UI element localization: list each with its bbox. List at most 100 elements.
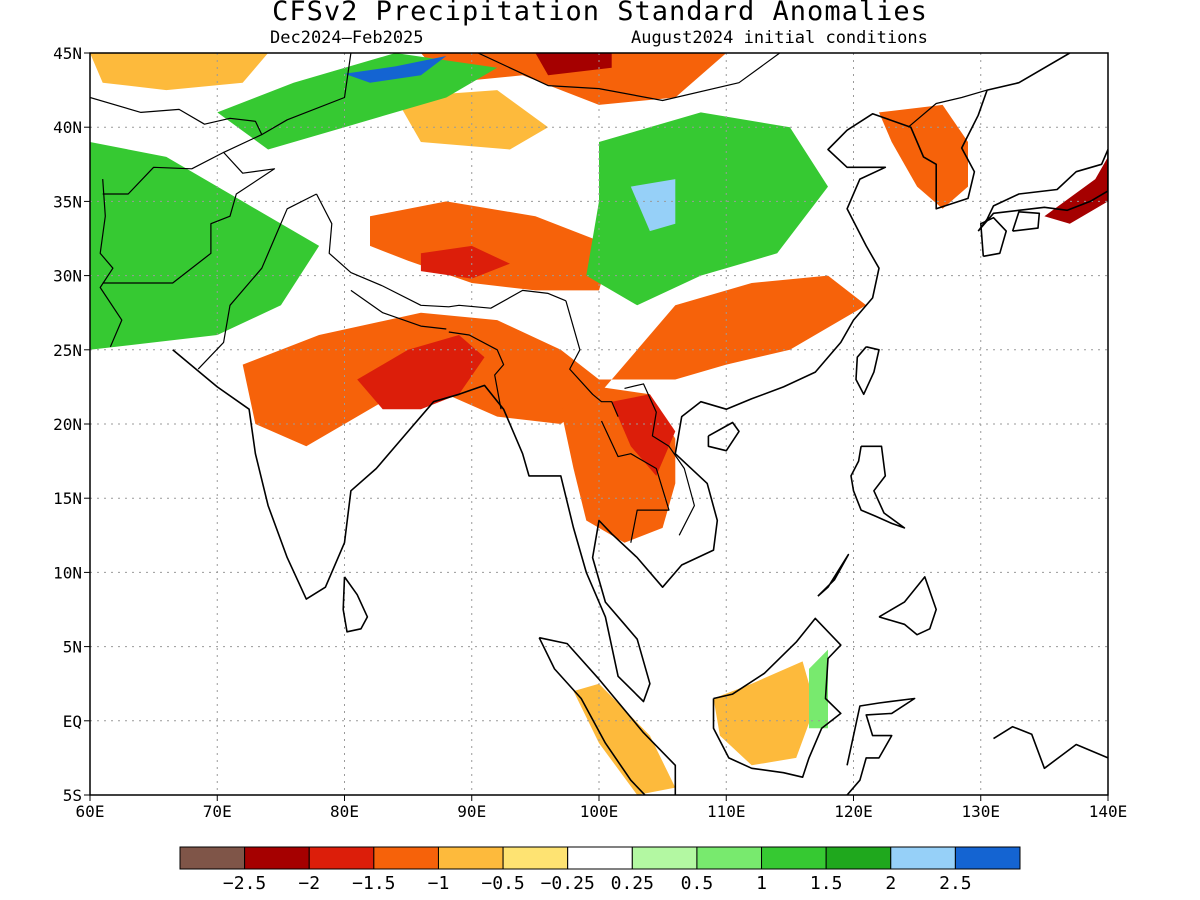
colorbar: −2.5 −2 −1.5 −1 −0.5 −0.25 0.25 0.5 1 1.5 2 2.5 [179, 846, 1021, 894]
anomaly-pakistan-wet [90, 142, 320, 350]
bangladesh-border [448, 331, 505, 410]
sri-lanka-coast [342, 576, 369, 633]
anomaly-sumatra-dry [573, 683, 676, 795]
colorbar-label: 0.5 [681, 873, 714, 894]
luzon-coast [850, 445, 906, 529]
colorbar-swatch [631, 846, 698, 870]
anomaly-sulawesi-wet [809, 649, 828, 729]
lon-tick-label: 90E [457, 802, 486, 821]
lat-tick-label: 20N [53, 415, 82, 434]
colorbar-label: 1.5 [810, 873, 843, 894]
mindanao-coast [878, 576, 938, 636]
lat-tick-label: 35N [53, 192, 82, 211]
hainan-coast [707, 421, 740, 452]
laos-vietnam-border [624, 383, 696, 536]
china-kazakh-border [261, 53, 352, 136]
colorbar-label: 2.5 [939, 873, 972, 894]
india-coast [172, 53, 1071, 703]
lat-tick-label: 40N [53, 118, 82, 137]
anomaly-tibet-wet [586, 112, 828, 306]
colorbar-swatch [308, 846, 375, 870]
graticule [90, 53, 1108, 795]
anomaly-north-india-bangladesh-dry [242, 275, 867, 447]
anomaly-afghan-dry-patch [90, 53, 269, 91]
anomaly-tibet-wet-core [630, 179, 676, 232]
borneo-coast [712, 617, 842, 779]
anomaly-central-asia-dry [395, 90, 549, 150]
colorbar-swatch [437, 846, 504, 870]
anomaly-regions [90, 53, 1108, 795]
colorbar-swatch [890, 846, 956, 870]
colorbar-label: 2 [885, 873, 896, 894]
new-guinea-coast [993, 725, 1108, 770]
lat-tick-label: 5N [63, 638, 82, 657]
colorbar-label: −2.5 [223, 873, 266, 894]
anomaly-mongolia-dry [420, 53, 727, 105]
anomaly-tibet-dry [370, 201, 612, 291]
lon-tick-label: 60E [76, 802, 105, 821]
lon-tick-label: 110E [707, 802, 746, 821]
lat-tick-label: 45N [53, 44, 82, 63]
longitude-ticks: 60E 70E 80E 90E 100E 110E 120E 130E 140E [76, 795, 1128, 821]
lat-tick-label: EQ [63, 712, 82, 731]
anomaly-kazakh-wet [217, 53, 498, 150]
myanmar-border [565, 300, 619, 417]
colorbar-swatch [244, 846, 310, 870]
lon-tick-label: 100E [580, 802, 619, 821]
lon-tick-label: 80E [330, 802, 359, 821]
initial-conditions-subtitle: August2024 initial conditions [631, 28, 928, 48]
lon-tick-label: 140E [1089, 802, 1128, 821]
lon-tick-label: 70E [203, 802, 232, 821]
borders [90, 53, 988, 543]
colorbar-label: 0.25 [611, 873, 654, 894]
lat-tick-label: 30N [53, 267, 82, 286]
japan-south-coast [979, 216, 1008, 258]
palawan-coast [817, 553, 850, 597]
shikoku-coast [1011, 211, 1041, 232]
lat-tick-label: 5S [63, 786, 82, 805]
colorbar-swatch [179, 846, 246, 870]
sulawesi-coast [846, 697, 916, 795]
india-pakistan-border [197, 193, 317, 370]
central-asia-border [90, 96, 263, 153]
lat-tick-label: 15N [53, 489, 82, 508]
colorbar-swatch [696, 846, 763, 870]
taiwan-coast [855, 346, 880, 396]
iran-afghan-border [99, 179, 123, 348]
thailand-border [600, 420, 670, 543]
himalaya-border [315, 193, 567, 309]
lat-tick-label: 25N [53, 341, 82, 360]
colorbar-swatch [954, 846, 1021, 870]
colorbar-swatch [373, 846, 439, 870]
anomaly-mongolia-dry-core [535, 53, 612, 76]
latitude-ticks: 5S EQ 5N 10N 15N 20N 25N 30N 35N 40N 45N [53, 44, 90, 805]
colorbar-label: 1 [756, 873, 767, 894]
colorbar-label: −0.25 [541, 873, 595, 894]
colorbar-swatch [502, 846, 569, 870]
japan-coast [977, 148, 1108, 232]
anomaly-laos-dry-core [611, 394, 676, 476]
anomaly-kazakh-wet-core [344, 56, 447, 83]
anomaly-japan-dry [1044, 156, 1108, 224]
colorbar-label: −2 [298, 873, 320, 894]
colorbar-label: −1.5 [352, 873, 395, 894]
colorbar-label: −0.5 [481, 873, 524, 894]
anomaly-tibet-dry-core [420, 245, 510, 279]
colorbar-label: −1 [428, 873, 450, 894]
map-title: CFSv2 Precipitation Standard Anomalies [272, 0, 928, 27]
sumatra-coast [538, 636, 677, 795]
colorbar-swatch [825, 846, 892, 870]
nepal-south-border [350, 289, 447, 330]
anomaly-bengal-dry-core [357, 335, 485, 410]
mongolia-border [477, 53, 781, 102]
lon-tick-label: 130E [961, 802, 1000, 821]
colorbar-swatch [567, 846, 633, 870]
colorbar-swatch [761, 846, 827, 870]
coastlines [172, 53, 1108, 795]
lat-tick-label: 10N [53, 563, 82, 582]
afghan-border [102, 151, 276, 284]
anomaly-kalimantan-dry [713, 661, 816, 766]
korea-china-border [907, 89, 988, 128]
season-subtitle: Dec2024–Feb2025 [270, 28, 424, 48]
